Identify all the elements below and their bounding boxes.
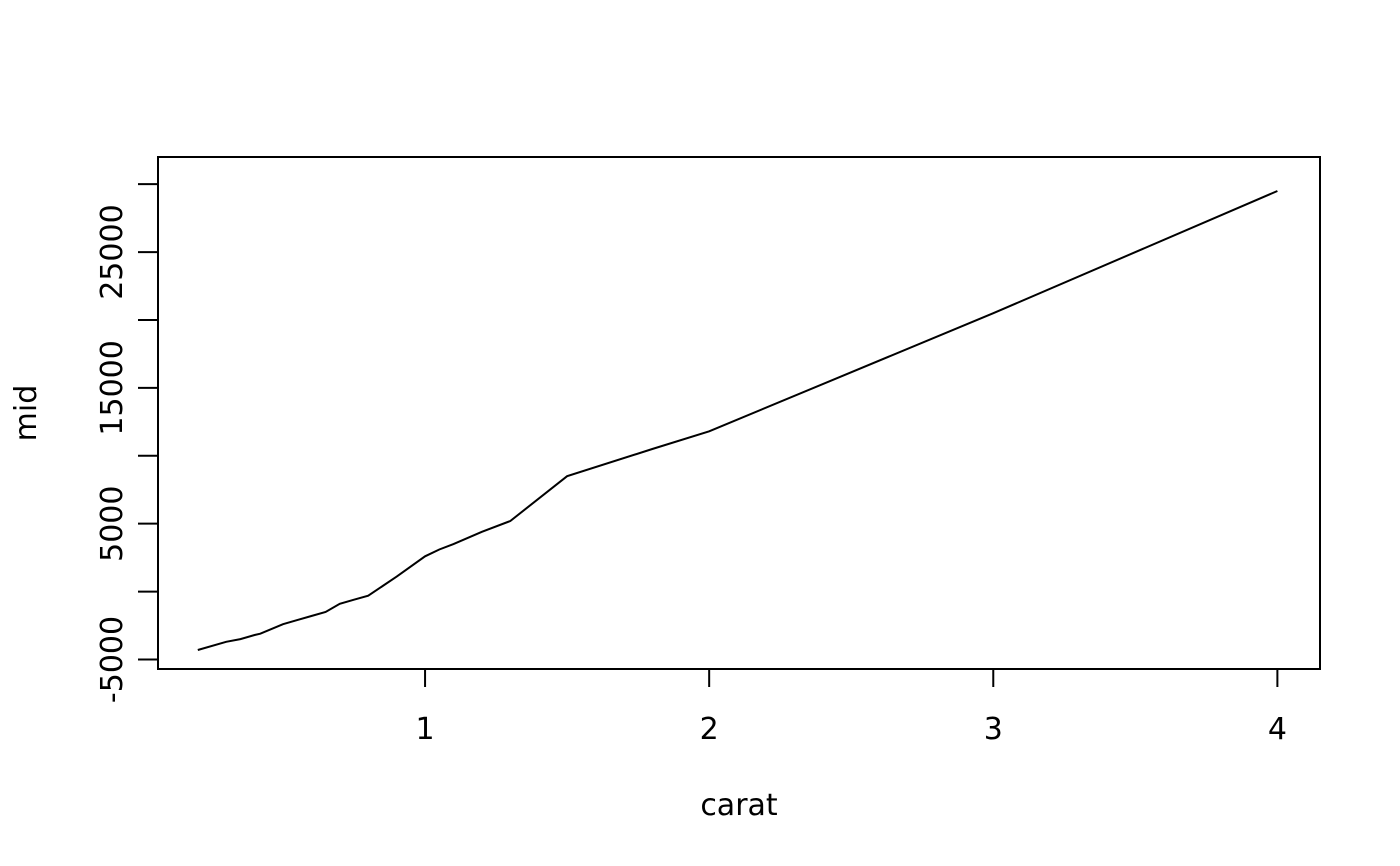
y-tick-label: 5000 bbox=[95, 486, 130, 562]
y-axis-label: mid bbox=[9, 385, 44, 442]
x-tick-label: 3 bbox=[984, 712, 1003, 747]
x-axis: 1 2 3 4 bbox=[416, 668, 1287, 747]
series-line bbox=[197, 190, 1278, 651]
y-axis: -5000 5000 15000 25000 bbox=[95, 183, 159, 703]
plot-frame bbox=[157, 156, 1321, 670]
y-tick-label: 25000 bbox=[95, 204, 130, 299]
y-tick-label: -5000 bbox=[95, 616, 130, 703]
x-tick-label: 2 bbox=[700, 712, 719, 747]
y-tick-label: 15000 bbox=[95, 340, 130, 435]
x-tick-label: 1 bbox=[416, 712, 435, 747]
x-axis-label: carat bbox=[700, 788, 778, 823]
x-tick-label: 4 bbox=[1268, 712, 1287, 747]
